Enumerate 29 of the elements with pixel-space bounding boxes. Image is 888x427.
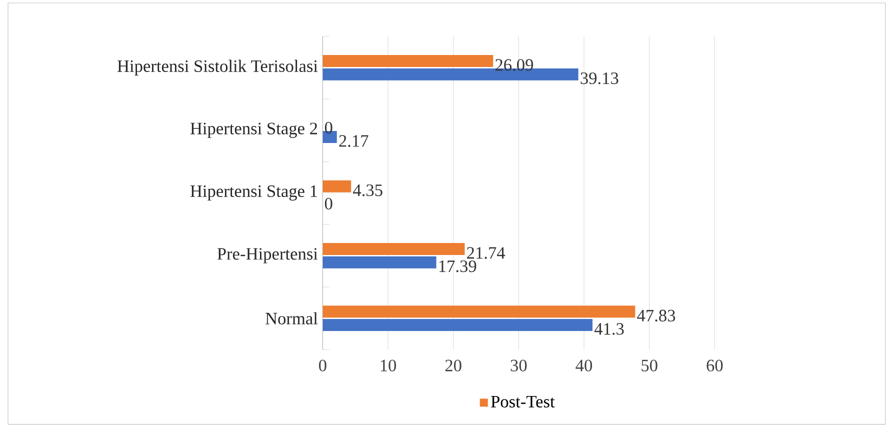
data-label: 26.09 [495,59,533,71]
data-label: 0 [324,198,332,210]
bar [322,54,494,67]
x-tick-label: 60 [706,360,723,372]
y-tick-label: Normal [266,312,318,324]
y-tick-label: Hipertensi Sistolik Terisolasi [117,60,318,76]
data-label: 39.13 [580,72,618,84]
bar [322,256,436,268]
y-tick-label: Hipertensi Stage 2 [190,122,318,138]
y-tick-label: Pre-Hipertensi [217,248,318,264]
data-label: 41.3 [594,323,624,335]
data-label: 0 [324,122,332,134]
x-tick-label: 30 [510,360,527,372]
bar [322,180,352,192]
data-label: 4.35 [353,184,382,196]
data-label: 21.74 [467,247,506,259]
data-label: 17.39 [439,260,476,272]
x-tick-label: 10 [380,360,396,372]
bar [322,242,465,255]
x-tick-label: 0 [319,360,326,372]
x-tick-label: 50 [642,360,658,372]
data-label: 47.83 [637,310,676,322]
bar [322,306,636,318]
bar [322,318,592,331]
legend-label: Post-Test [491,396,555,408]
data-label: 2.17 [339,135,368,147]
y-tick-label: Hipertensi Stage 1 [190,185,317,201]
x-tick-label: 40 [576,360,592,372]
x-tick-label: 20 [445,360,462,372]
